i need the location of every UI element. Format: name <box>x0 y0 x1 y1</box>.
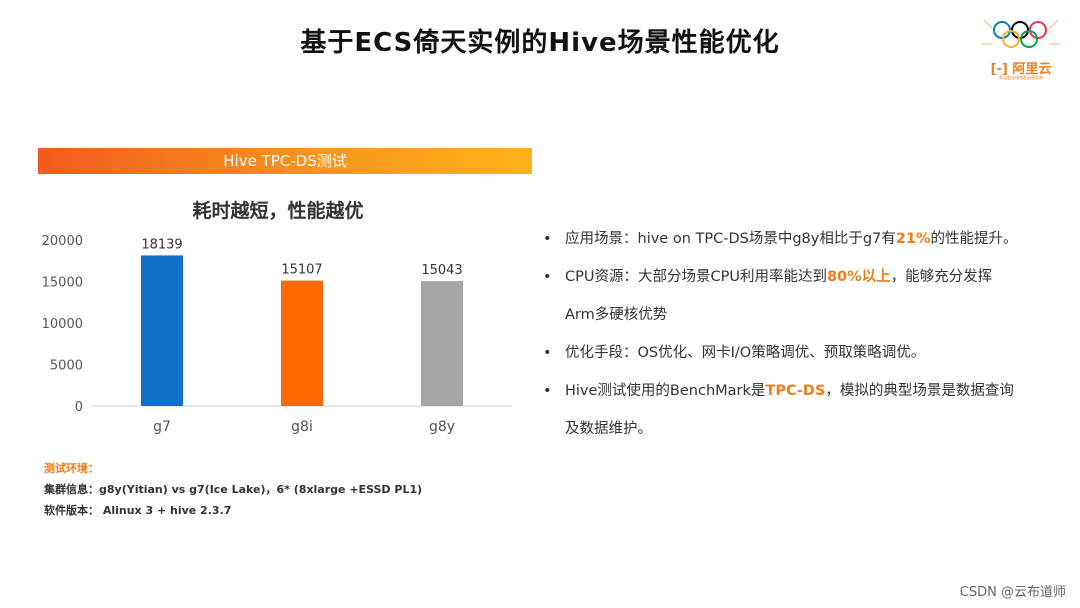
y-tick-label: 5000 <box>50 359 83 374</box>
env-label: 测试环境： <box>44 462 99 475</box>
bullet-dot: • <box>543 345 552 361</box>
x-tick-label: g7 <box>153 419 171 435</box>
bullet-item: • CPU资源：大部分场景CPU利用率能达到80%以上，能够充分发挥 Arm多硬核优… <box>540 258 1060 334</box>
bar-g7 <box>141 255 183 406</box>
section-banner: Hive TPC-DS测试 <box>38 148 532 174</box>
data-label: 15043 <box>421 263 462 278</box>
aliyun-logo: [-] 阿里云 奥运会全球指定云服务商 <box>978 14 1064 88</box>
bullet-text: 优化手段：OS优化、网卡I/O策略调优、预取策略调优。 <box>565 345 926 361</box>
x-tick-label: g8i <box>291 419 313 435</box>
bullet-text-end: 的性能提升。 <box>930 231 1018 247</box>
bullet-highlight: TPC-DS <box>765 383 826 399</box>
y-tick-label: 20000 <box>42 234 83 249</box>
env-cluster: 集群信息：g8y(Yitian) vs g7(Ice Lake)，6* (8xl… <box>44 483 423 496</box>
bar-g8y <box>421 281 463 406</box>
y-tick-label: 15000 <box>42 276 83 291</box>
bar-chart: 0 5000 10000 15000 20000 18139 g7 15107 g8i 15043… <box>42 234 512 435</box>
bullet-item: • 应用场景：hive on TPC-DS场景中g8y相比于g7有21%的性能提升… <box>540 220 1060 258</box>
olympic-rings-icon <box>982 19 1060 48</box>
bullet-dot: • <box>543 231 552 247</box>
x-tick-label: g8y <box>429 419 455 435</box>
data-label: 18139 <box>141 237 182 252</box>
logo-text: [-] 阿里云 <box>990 62 1052 77</box>
bullet-text: Hive测试使用的BenchMark是 <box>565 383 766 399</box>
bullet-text: 应用场景：hive on TPC-DS场景中g8y相比于g7有 <box>565 231 896 247</box>
bullet-dot: • <box>543 383 552 399</box>
env-software: 软件版本： Alinux 3 + hive 2.3.7 <box>44 504 232 517</box>
bar-g8i <box>281 280 323 406</box>
bullet-text-end: ，模拟的典型场景是数据查询 <box>825 383 1014 399</box>
page-title: 基于ECS倚天实例的Hive场景性能优化 <box>300 28 780 58</box>
bullet-item: • 优化手段：OS优化、网卡I/O策略调优、预取策略调优。 <box>540 334 1060 372</box>
bullet-continuation: 及数据维护。 <box>565 421 652 437</box>
watermark: CSDN @云布道师 <box>959 585 1066 600</box>
bullet-highlight: 21% <box>895 231 931 247</box>
bullet-text: CPU资源：大部分场景CPU利用率能达到 <box>565 269 827 285</box>
bullet-highlight: 80%以上 <box>826 269 891 285</box>
bullet-text-end: ，能够充分发挥 <box>890 269 993 285</box>
y-tick-label: 0 <box>75 400 83 415</box>
bullet-continuation: Arm多硬核优势 <box>565 307 668 323</box>
bullet-list: • 应用场景：hive on TPC-DS场景中g8y相比于g7有21%的性能提升… <box>540 220 1060 448</box>
chart-title: 耗时越短，性能越优 <box>192 200 364 222</box>
y-tick-label: 10000 <box>42 317 83 332</box>
logo-subtext: 奥运会全球指定云服务商 <box>999 75 1043 80</box>
bullet-dot: • <box>543 269 552 285</box>
data-label: 15107 <box>281 263 322 278</box>
bullet-item: • Hive测试使用的BenchMark是TPC-DS，模拟的典型场景是数据查询及… <box>540 372 1060 448</box>
test-environment: 测试环境： 集群信息：g8y(Yitian) vs g7(Ice Lake)，6… <box>44 458 422 521</box>
